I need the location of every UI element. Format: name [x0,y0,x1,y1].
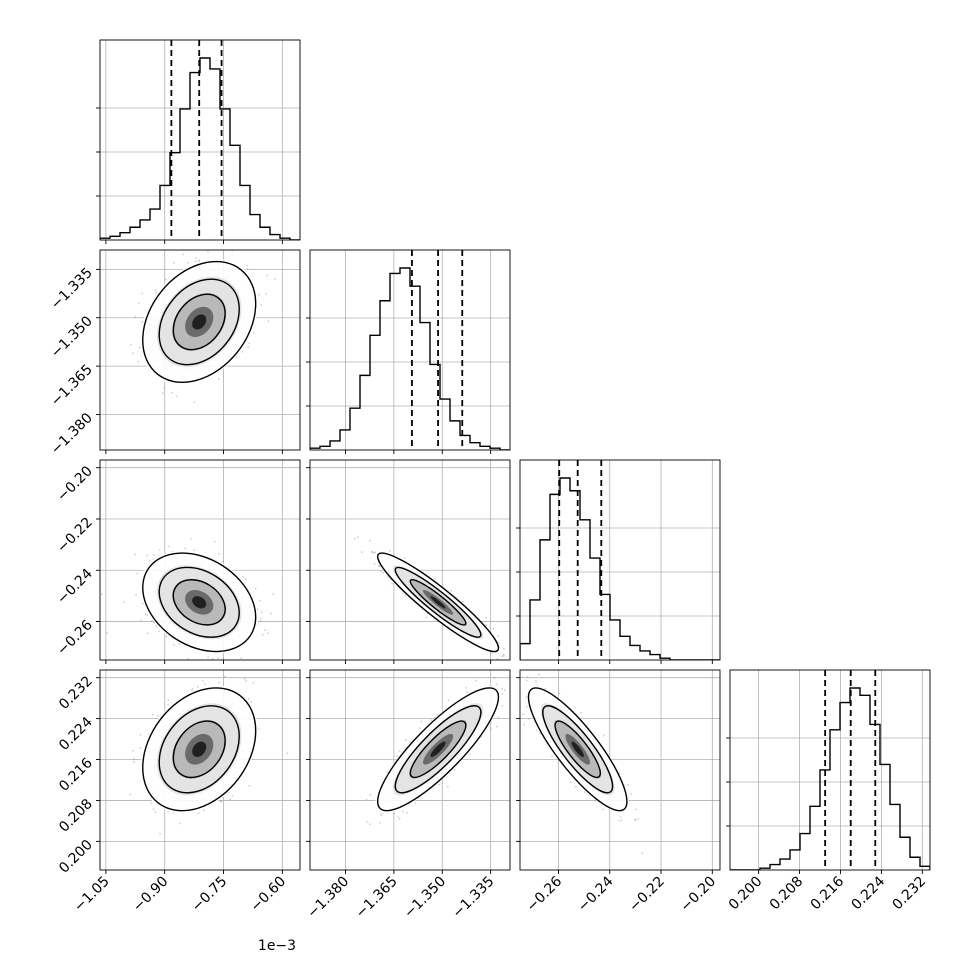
x-tick-label-2-0: −0.26 [524,873,566,915]
contour-1 [542,705,614,794]
y-tick-label-3-2: 0.216 [56,755,96,795]
y-tick-label-1-0: −1.380 [48,410,96,458]
contour-0 [376,687,500,812]
panel-3-2: −0.26 −0.24 −0.22 −0.20 [516,669,721,916]
x-tick-label-3-1: 0.208 [767,874,807,914]
panel-frame [309,669,511,871]
x-tick-label-1-3: −1.335 [450,874,498,922]
y-tick-label-2-2: −0.22 [54,514,96,556]
y-tick-label-3-4: 0.232 [56,673,96,713]
panel-frame [519,459,721,661]
x-tick-label-1-0: −1.380 [304,874,352,922]
panel-frame [309,459,511,661]
scatter-3-1 [365,677,506,826]
contour-0 [142,260,257,384]
contour-2 [409,579,467,626]
x-tick-label-3-0: 0.200 [726,874,766,914]
x-tick-label-2-1: −0.24 [575,873,617,915]
density-level-4 [192,741,207,757]
y-tick-label-2-3: −0.20 [54,463,96,505]
histogram-1 [310,267,510,450]
panel-frame [729,669,931,871]
density-level-4 [571,741,584,757]
contour-1 [158,566,240,638]
x-tick-label-3-2: 0.216 [808,873,848,913]
panel-frame [99,669,301,871]
contour-0 [527,687,628,812]
panel-frame [309,249,511,451]
x-tick-label-0-0: −1.05 [71,874,113,916]
x-tick-label-1-1: −1.365 [353,874,401,922]
contour-2 [172,293,226,351]
x-tick-label-3-4: 0.232 [889,874,929,914]
x-tick-label-0-2: −0.75 [189,874,231,916]
density-level-4 [430,596,446,609]
scatter-2-1 [354,536,505,660]
panel-2-1 [306,459,511,664]
density-level-4 [192,596,207,609]
panel-2-2 [516,459,721,664]
panel-frame [519,669,721,871]
y-tick-label-3-0: 0.200 [56,837,96,877]
contour-1 [158,278,240,366]
y-tick-label-1-2: −1.350 [48,313,96,361]
y-tick-label-2-1: −0.24 [54,566,96,608]
panel-3-3: 0.200 0.208 0.216 0.224 0.232 [726,669,931,914]
scatter-3-2 [522,673,644,855]
scatter-3-0 [129,675,288,835]
histogram-3 [730,687,930,870]
density-level-4 [192,314,207,330]
y-tick-label-3-1: 0.208 [56,796,96,836]
contour-0 [142,552,257,653]
x-tick-label-2-2: −0.22 [626,874,668,916]
contour-1 [158,705,240,794]
contour-1 [394,705,482,794]
panel-frame [99,459,301,661]
scatter-1-0 [130,250,276,404]
contour-2 [409,720,467,779]
scatter-2-0 [101,538,275,660]
contour-2 [172,579,226,626]
x-tick-label-1-2: −1.350 [401,874,449,922]
panel-frame [99,39,301,241]
contour-2 [554,720,601,779]
contour-0 [142,687,257,812]
contour-0 [376,552,500,653]
contour-2 [172,720,226,779]
panel-frame [99,249,301,451]
x-tick-label-0-1: −0.90 [130,874,172,916]
x-tick-label-2-3: −0.20 [677,874,719,916]
x-tick-label-0-3: −0.60 [248,874,290,916]
y-tick-label-2-0: −0.26 [54,617,96,659]
y-tick-label-1-3: −1.335 [48,265,96,313]
y-tick-label-3-3: 0.224 [56,714,96,754]
y-tick-label-1-1: −1.365 [48,362,96,410]
panel-0-0 [96,39,301,244]
density-level-4 [430,741,446,757]
histogram-2 [520,477,720,660]
panel-3-1: −1.380 −1.365 −1.350 −1.335 [304,669,511,922]
x-offset-label: 1e−3 [258,938,296,954]
panel-1-0: −1.380−1.365−1.350−1.335 [48,249,301,458]
contour-1 [394,566,482,638]
panel-1-1 [306,249,511,454]
x-tick-label-3-3: 0.224 [849,873,889,913]
panel-2-0: −0.26 −0.24 −0.22 −0.20 [54,459,301,664]
